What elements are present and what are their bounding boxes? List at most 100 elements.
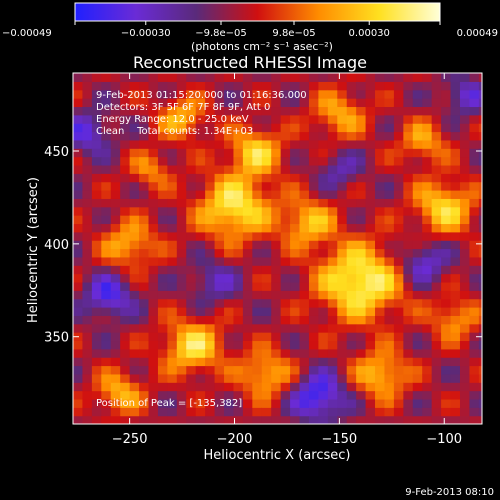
heatmap-cell	[431, 307, 442, 316]
heatmap-cell	[431, 323, 442, 333]
heatmap-cell	[365, 398, 376, 408]
heatmap-cell	[233, 198, 244, 208]
colorbar-tick-label: −0.00049	[2, 28, 52, 39]
heatmap-cell	[252, 357, 263, 367]
heatmap-cell	[318, 256, 329, 266]
heatmap-cell	[318, 281, 329, 291]
heatmap-cell	[412, 231, 423, 241]
heatmap-cell	[110, 98, 121, 108]
heatmap-cell	[205, 139, 216, 149]
heatmap-cell	[393, 357, 404, 367]
heatmap-cell	[242, 290, 253, 300]
heatmap-cell	[450, 215, 461, 225]
heatmap-cell	[393, 407, 404, 417]
heatmap-cell	[186, 398, 197, 408]
heatmap-cell	[91, 256, 102, 266]
heatmap-cell	[224, 373, 235, 383]
heatmap-cell	[384, 215, 395, 225]
heatmap-cell	[101, 156, 112, 166]
heatmap-cell	[82, 114, 93, 124]
heatmap-cell	[346, 357, 357, 367]
heatmap-cell	[337, 81, 348, 91]
heatmap-cell	[318, 315, 329, 325]
heatmap-cell	[356, 340, 367, 350]
heatmap-cell	[205, 240, 216, 250]
heatmap-cell	[365, 373, 376, 383]
heatmap-cell	[450, 357, 461, 367]
heatmap-cell	[148, 73, 159, 82]
heatmap-cell	[450, 89, 461, 99]
heatmap-cell	[365, 81, 376, 91]
heatmap-cell	[478, 382, 482, 392]
heatmap-cell	[327, 73, 338, 82]
heatmap-cell	[299, 281, 310, 291]
heatmap-cell	[478, 156, 482, 166]
heatmap-cell	[299, 365, 310, 375]
heatmap-cell	[148, 340, 159, 350]
heatmap-cell	[469, 373, 480, 383]
heatmap-cell	[101, 73, 112, 82]
heatmap-cell	[186, 373, 197, 383]
heatmap-cell	[224, 223, 235, 233]
heatmap-cell	[139, 256, 150, 266]
heatmap-cell	[290, 407, 301, 417]
heatmap-cell	[101, 190, 112, 199]
heatmap-cell	[393, 164, 404, 174]
heatmap-cell	[205, 382, 216, 392]
heatmap-cell	[356, 398, 367, 408]
heatmap-cell	[346, 281, 357, 291]
heatmap-cell	[459, 398, 471, 408]
heatmap-cell	[242, 407, 253, 417]
heatmap-cell	[450, 256, 461, 266]
heatmap-cell	[299, 273, 310, 283]
heatmap-cell	[233, 240, 244, 250]
heatmap-cell	[120, 390, 131, 400]
heatmap-cell	[186, 407, 197, 417]
heatmap-cell	[91, 164, 102, 174]
heatmap-cell	[469, 407, 480, 417]
heatmap-cell	[110, 407, 121, 417]
heatmap-cell	[73, 148, 84, 158]
heatmap-cell	[469, 332, 480, 342]
heatmap-cell	[478, 340, 482, 350]
heatmap-cell	[186, 148, 197, 158]
heatmap-cell	[205, 323, 216, 333]
heatmap-cell	[186, 348, 197, 358]
heatmap-cell	[148, 98, 159, 108]
heatmap-cell	[308, 139, 319, 149]
heatmap-cell	[327, 348, 338, 358]
heatmap-cell	[308, 89, 319, 99]
heatmap-cell	[422, 307, 433, 316]
heatmap-cell	[384, 307, 395, 316]
heatmap-cell	[356, 206, 367, 216]
heatmap-cell	[327, 114, 338, 124]
heatmap-cell	[327, 307, 338, 316]
heatmap-cell	[450, 340, 461, 350]
heatmap-cell	[176, 231, 187, 241]
heatmap-cell	[139, 298, 150, 308]
heatmap-cell	[101, 256, 112, 266]
heatmap-cell	[110, 148, 121, 158]
heatmap-cell	[375, 298, 386, 308]
heatmap-cell	[308, 382, 319, 392]
heatmap-cell	[167, 415, 178, 424]
heatmap-cell	[261, 415, 272, 424]
heatmap-cell	[261, 256, 272, 266]
heatmap-cell	[120, 114, 131, 124]
heatmap-cell	[375, 373, 386, 383]
heatmap-cell	[280, 73, 291, 82]
heatmap-cell	[365, 365, 376, 375]
heatmap-cell	[478, 265, 482, 275]
heatmap-cell	[120, 231, 131, 241]
heatmap-cell	[167, 240, 178, 250]
heatmap-cell	[327, 131, 338, 141]
heatmap-cell	[299, 206, 310, 216]
heatmap-cell	[422, 248, 433, 258]
heatmap-cell	[176, 382, 187, 392]
heatmap-cell	[176, 73, 187, 82]
heatmap-cell	[129, 248, 140, 258]
heatmap-cell	[233, 407, 244, 417]
heatmap-cell	[459, 139, 471, 149]
heatmap-cell	[280, 373, 291, 383]
heatmap-cell	[101, 323, 112, 333]
